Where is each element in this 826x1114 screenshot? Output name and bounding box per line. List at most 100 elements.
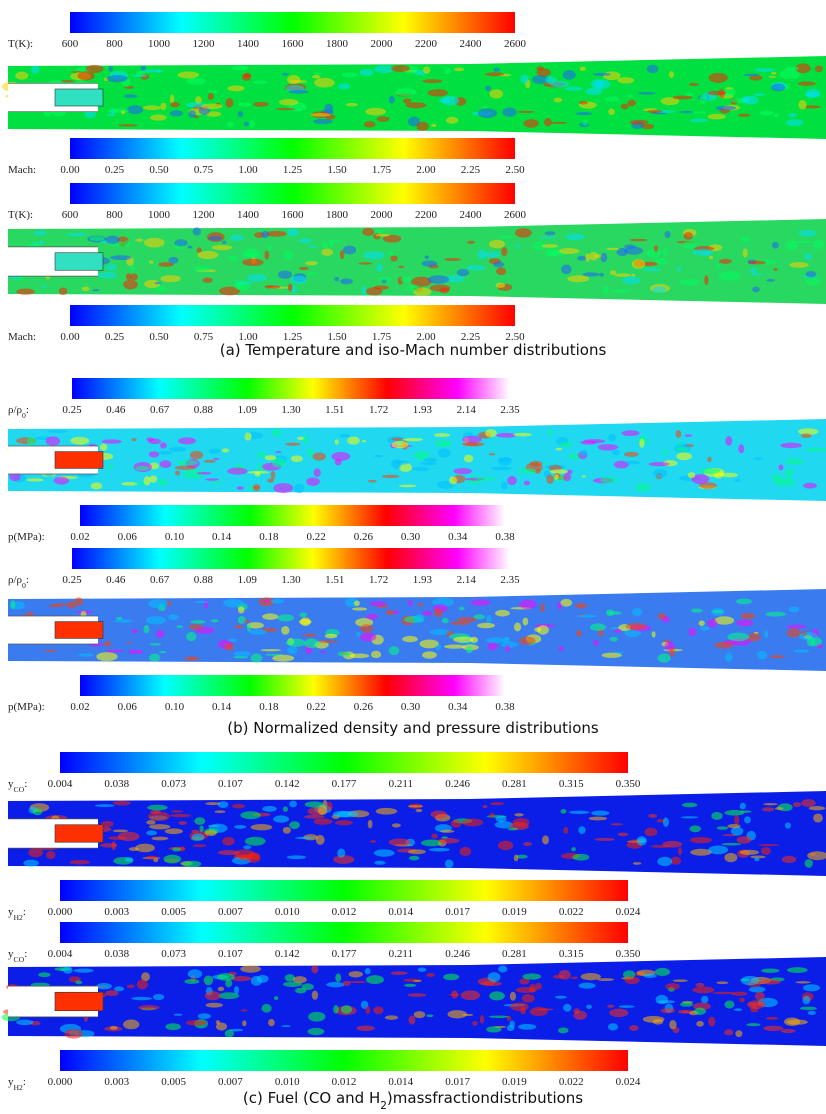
flow-structure: [382, 475, 399, 478]
flow-structure: [86, 65, 104, 73]
flow-structure: [310, 246, 317, 249]
simulation-image: [8, 791, 826, 876]
tick-label: 0.107: [218, 948, 243, 960]
flow-structure: [150, 643, 161, 646]
flow-structure: [412, 467, 429, 471]
tick-label: 0.22: [306, 531, 325, 543]
flow-structure: [262, 1004, 272, 1013]
flow-structure: [483, 805, 488, 808]
flow-structure: [389, 96, 395, 104]
flow-structure: [108, 109, 129, 113]
flow-structure: [168, 257, 178, 264]
flow-structure: [680, 1002, 693, 1007]
flow-structure: [285, 974, 295, 981]
flow-structure: [104, 641, 112, 646]
flow-structure: [28, 848, 43, 857]
label-text: (a) Temperature and iso-Mach number dist…: [220, 341, 607, 359]
flow-structure: [559, 248, 580, 254]
flow-structure: [165, 1023, 180, 1030]
flow-structure: [209, 448, 221, 453]
flow-structure: [95, 804, 115, 807]
flow-structure: [482, 106, 488, 108]
flow-structure: [489, 453, 496, 455]
flow-structure: [775, 477, 795, 486]
flow-structure: [144, 238, 165, 248]
flow-structure: [288, 284, 293, 292]
flow-structure: [334, 277, 339, 281]
flow-structure: [365, 108, 386, 116]
tick-label: 0.019: [502, 906, 527, 918]
flow-structure: [374, 285, 389, 289]
flow-structure: [106, 650, 124, 653]
flow-structure: [804, 253, 812, 260]
flow-structure: [346, 103, 358, 106]
flow-structure: [314, 468, 321, 477]
flow-structure: [329, 239, 334, 247]
flow-structure: [744, 74, 760, 76]
flow-structure: [578, 826, 586, 834]
flow-structure: [242, 1020, 246, 1026]
flow-structure: [775, 807, 783, 810]
flow-structure: [418, 967, 426, 971]
flow-structure: [522, 973, 541, 979]
flow-structure: [399, 485, 417, 488]
flow-structure: [108, 464, 113, 469]
tick-label: 0.50: [149, 331, 169, 343]
tick-label: 0.014: [388, 906, 413, 918]
flow-structure: [246, 853, 260, 863]
colorbar-label: ρ/ρ0:: [8, 574, 29, 590]
flow-structure: [705, 252, 710, 256]
flow-structure: [159, 651, 167, 653]
flow-structure: [249, 120, 256, 127]
flow-structure: [672, 96, 692, 100]
flow-structure: [739, 998, 744, 1003]
flow-structure: [563, 1004, 571, 1012]
flow-structure: [632, 259, 645, 269]
flow-structure: [416, 122, 428, 131]
tick-label: 0.005: [161, 906, 186, 918]
flow-structure: [208, 91, 218, 93]
flow-structure: [785, 822, 791, 828]
flow-structure: [251, 653, 263, 662]
tick-label: 1400: [237, 38, 260, 50]
caption: (b) Normalized density and pressure dist…: [227, 719, 599, 737]
flow-structure: [241, 1009, 248, 1011]
flow-structure: [510, 1002, 529, 1011]
flow-structure: [754, 858, 759, 862]
fuel-jet: [55, 253, 103, 271]
flow-structure: [546, 474, 553, 484]
flow-structure: [113, 801, 131, 806]
flow-structure: [190, 620, 205, 624]
flow-structure: [572, 854, 589, 861]
flow-structure: [669, 648, 674, 657]
flow-structure: [517, 111, 534, 113]
flow-structure: [789, 262, 808, 268]
flow-structure: [495, 283, 505, 288]
flow-structure: [676, 447, 689, 451]
flow-structure: [210, 482, 222, 484]
tick-label: 1.75: [372, 164, 392, 176]
flow-structure: [691, 608, 703, 612]
tick-label: 0.073: [161, 778, 186, 790]
flow-structure: [690, 119, 708, 123]
flow-structure: [230, 235, 243, 241]
flow-structure: [327, 802, 333, 811]
flow-structure: [523, 842, 532, 846]
flow-structure: [164, 855, 182, 864]
flow-structure: [542, 835, 549, 844]
flow-structure: [716, 106, 736, 111]
flow-structure: [16, 1020, 33, 1026]
flow-structure: [657, 857, 672, 866]
flow-structure: [295, 837, 315, 839]
flow-structure: [595, 838, 615, 841]
flow-structure: [407, 285, 419, 292]
flow-structure: [354, 601, 360, 606]
label-text: (c) Fuel (CO and H: [243, 1089, 380, 1107]
flow-structure: [244, 122, 250, 127]
flow-structure: [647, 65, 658, 73]
flow-structure: [462, 1014, 473, 1016]
flow-structure: [262, 806, 277, 812]
flow-structure: [580, 66, 586, 71]
flow-structure: [807, 637, 815, 646]
flow-structure: [316, 835, 325, 845]
